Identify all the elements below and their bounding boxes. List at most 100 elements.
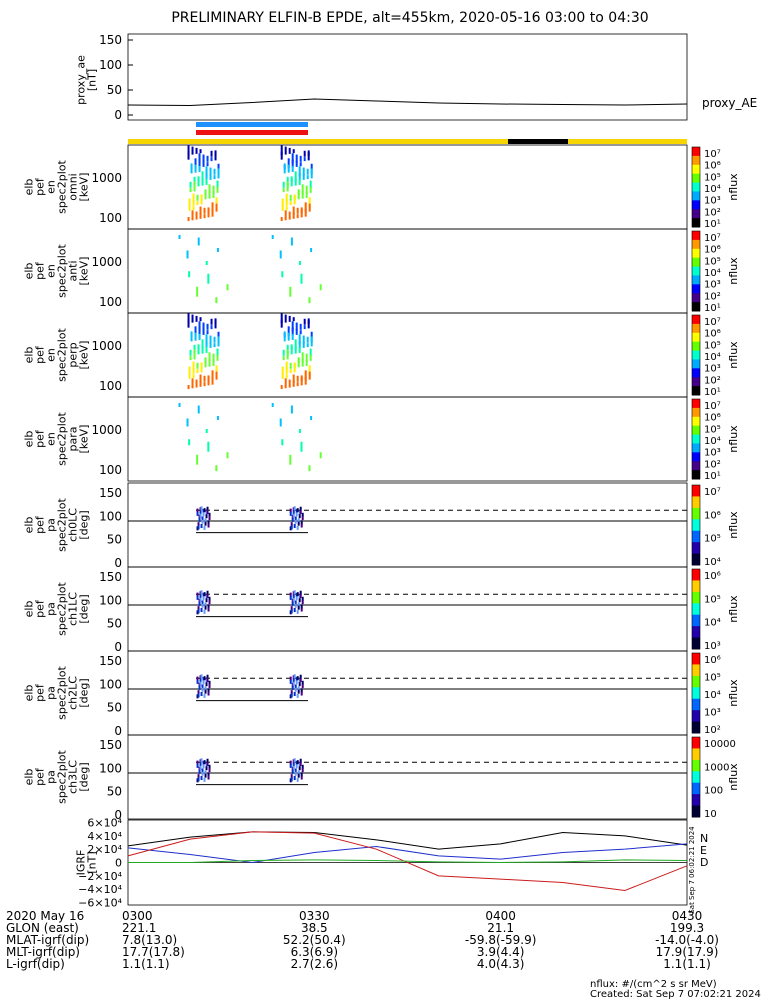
pa-ch2LC-colorbar-segment xyxy=(692,653,700,665)
spec-perp-pixel xyxy=(202,328,205,335)
spec-para-ytick: 100 xyxy=(99,463,122,477)
pa-ch1LC-colorbar-frame xyxy=(691,568,701,650)
spec-omni-pixel xyxy=(189,181,192,188)
spec-anti-pixel xyxy=(271,235,274,239)
spec-omni-pixel xyxy=(289,194,292,201)
spec-perp-pixel xyxy=(308,365,311,376)
spec-omni-pixel xyxy=(187,217,190,221)
spec-omni-pixel xyxy=(308,203,311,212)
pa-ch0LC-ytick: 50 xyxy=(107,533,122,547)
spec-perp-ylabel-line: spec2plot xyxy=(56,328,69,382)
pa-ch1LC-pixel xyxy=(298,598,301,603)
spec-omni-pixel xyxy=(302,167,305,176)
spec-omni-pixel xyxy=(281,198,284,207)
spec-omni-pixel xyxy=(304,202,307,213)
spec-perp-pixel xyxy=(214,318,217,329)
spec-omni-pixel xyxy=(205,178,208,185)
pa-ch1LC-pixel xyxy=(294,600,297,605)
spec-para-pixel xyxy=(319,452,322,459)
spec-omni-pixel xyxy=(201,171,204,182)
spec-perp-pixel xyxy=(215,365,218,376)
spec-omni-pixel xyxy=(201,177,204,186)
spec-perp-pixel xyxy=(188,366,191,375)
spec-omni-pixel xyxy=(286,181,289,192)
spec-perp-pixel xyxy=(217,336,220,347)
pa-ch1LC-ylabel-line: ch1LC xyxy=(67,592,80,626)
spec-perp-ylabel-line: en xyxy=(45,348,58,362)
pa-ch3LC-ylabel-line: pa xyxy=(45,770,58,784)
pa-ch2LC-pixel xyxy=(295,680,298,685)
spec-omni-colorbar-frame xyxy=(691,146,701,228)
spec-perp-colorbar-segment xyxy=(692,332,700,343)
pa-ch3LC-pixel xyxy=(202,764,205,769)
pa-ch0LC-pixel xyxy=(208,512,211,517)
pa-ch2LC-pixel xyxy=(301,680,304,685)
pa-ch1LC-pixel xyxy=(293,590,296,595)
spec-perp-pixel xyxy=(201,345,204,354)
pa-ch2LC-pixel xyxy=(200,692,203,696)
spec-perp-pixel xyxy=(193,349,196,360)
spec-omni-pixel xyxy=(202,154,205,163)
pa-ch2LC-pixel xyxy=(207,688,210,693)
spec-anti-ylabel-line: anti xyxy=(67,260,80,281)
spec-omni-pixel xyxy=(285,193,288,202)
pa-ch3LC-pixel xyxy=(293,758,296,763)
pa-ch1LC-pixel xyxy=(199,594,202,599)
pa-ch3LC-pixel xyxy=(292,762,295,767)
created-note: Created: Sat Sep 7 07:02:21 2024 xyxy=(590,989,761,1000)
pa-ch0LC-pixel xyxy=(290,522,293,527)
spec-perp-pixel xyxy=(282,356,285,361)
spec-perp-pixel xyxy=(191,378,194,389)
spec-para-ylabel-line: elb xyxy=(23,431,36,448)
spec-perp-pixel xyxy=(301,352,304,363)
spec-perp-pixel xyxy=(310,331,313,338)
spec-perp-pixel xyxy=(212,359,215,366)
spec-perp-pixel xyxy=(304,370,307,381)
ephemeris-value: 221.1 xyxy=(122,921,156,935)
spec-anti-pixel xyxy=(290,237,293,246)
ephemeris-value: 4.0(4.3) xyxy=(477,957,525,971)
spec-para-pixel xyxy=(188,439,191,446)
spec-para-colorbar-tick: 10⁵ xyxy=(704,424,721,435)
pa-ch3LC-pixel xyxy=(206,762,209,766)
pa-ch0LC-pixel xyxy=(301,512,304,517)
spec-para-colorbar-tick: 10⁶ xyxy=(704,413,721,424)
pa-ch2LC-pixel xyxy=(201,684,204,689)
pa-ch0LC-ytick: 150 xyxy=(99,486,122,500)
spec-anti-colorbar-segment xyxy=(692,275,700,285)
spec-omni-pixel xyxy=(287,158,290,169)
spec-perp-pixel xyxy=(199,317,202,322)
pa-ch2LC-pixel xyxy=(199,681,202,686)
spec-anti-pixel xyxy=(281,271,284,278)
spec-omni-pixel xyxy=(206,155,209,162)
igrf-legend-D: D xyxy=(700,856,708,869)
pa-ch2LC-pixel xyxy=(296,676,299,681)
pa-ch2LC-colorbar-segment xyxy=(692,710,700,723)
pa-ch0LC-pixel xyxy=(301,516,304,521)
pa-ch0LC-ytick: 0 xyxy=(114,556,122,570)
spec-perp-pixel xyxy=(215,371,218,380)
spec-perp-pixel xyxy=(289,362,292,369)
pa-ch0LC-pixel xyxy=(196,508,199,513)
spec-para-colorbar-label: nflux xyxy=(727,425,740,453)
spec-perp-colorbar-segment xyxy=(692,323,700,334)
spec-perp-pixel xyxy=(210,318,213,325)
spec-omni-pixel xyxy=(302,173,305,180)
pa-ch0LC-pixel xyxy=(199,513,202,518)
pa-ch0LC-pixel xyxy=(200,524,203,528)
igrf-ytick: 2×10⁴ xyxy=(87,843,122,856)
pa-ch3LC-pixel xyxy=(199,762,202,767)
spec-para-colorbar-segment xyxy=(692,470,700,480)
spec-omni-pixel xyxy=(196,201,199,206)
proxy-ae-axes xyxy=(127,33,688,121)
spec-perp-pixel xyxy=(194,332,197,341)
spec-perp-pixel xyxy=(309,348,312,357)
pa-ch2LC-pixel xyxy=(297,689,300,694)
pa-ch2LC-colorbar-tick: 10⁶ xyxy=(704,655,721,666)
pa-ch2LC-pixel xyxy=(299,678,302,682)
spec-perp-pixel xyxy=(187,313,190,324)
pa-ch0LC-pixel xyxy=(207,523,210,528)
pa-ch3LC-pixel xyxy=(203,760,206,765)
spec-perp-colorbar-tick: 10⁷ xyxy=(704,317,721,328)
igrf-series-D xyxy=(127,831,688,892)
